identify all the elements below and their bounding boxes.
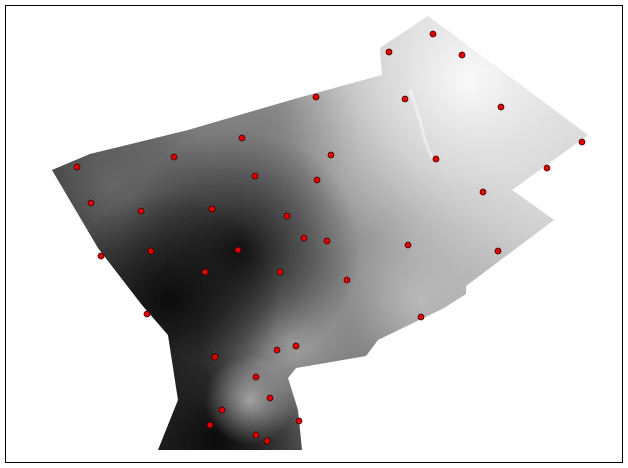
sample-point — [137, 207, 145, 215]
sample-point — [251, 172, 259, 180]
sample-point — [276, 268, 284, 276]
sample-point — [401, 95, 409, 103]
sample-point — [313, 176, 321, 184]
sample-point — [323, 237, 331, 245]
sample-point — [218, 406, 226, 414]
sample-point — [385, 48, 393, 56]
sample-point — [266, 394, 274, 402]
sample-point — [543, 164, 551, 172]
sample-point — [292, 342, 300, 350]
sample-point — [211, 353, 219, 361]
sample-point — [263, 437, 271, 445]
sample-point — [479, 188, 487, 196]
sample-point — [97, 252, 105, 260]
sample-point — [497, 103, 505, 111]
sample-point — [429, 30, 437, 38]
sample-point — [238, 134, 246, 142]
sample-point — [208, 205, 216, 213]
sample-point — [252, 373, 260, 381]
sample-point — [327, 151, 335, 159]
sample-point — [343, 276, 351, 284]
sample-point — [252, 431, 260, 439]
sample-point — [147, 247, 155, 255]
sample-point — [494, 247, 502, 255]
sample-point — [143, 310, 151, 318]
sample-point — [273, 346, 281, 354]
sample-point — [578, 138, 586, 146]
sample-point — [87, 199, 95, 207]
sample-point — [312, 93, 320, 101]
sample-points-layer — [73, 30, 586, 445]
sample-point — [458, 51, 466, 59]
sample-point — [295, 417, 303, 425]
sample-point — [417, 313, 425, 321]
sample-point — [300, 234, 308, 242]
sample-point — [234, 246, 242, 254]
sample-point — [73, 163, 81, 171]
sample-point — [432, 155, 440, 163]
sample-point — [206, 421, 214, 429]
sample-point — [201, 268, 209, 276]
sample-point — [283, 212, 291, 220]
sample-point — [404, 241, 412, 249]
sample-point — [170, 153, 178, 161]
